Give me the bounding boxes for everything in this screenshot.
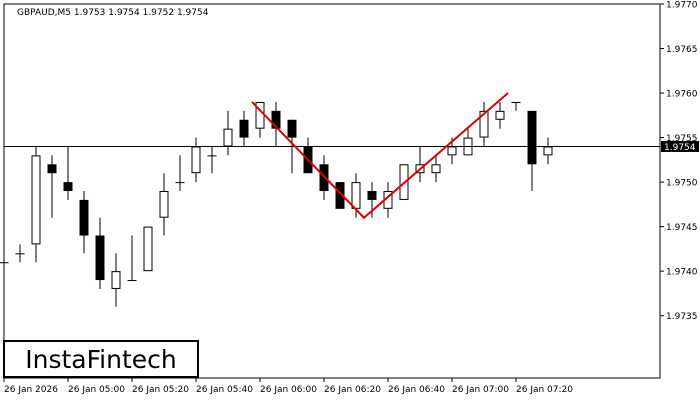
x-tick-label: 26 Jan 2026: [4, 385, 58, 395]
candle-bullish: [111, 271, 121, 289]
candle-bullish: [31, 155, 41, 245]
y-tick-label: 1.9735: [666, 312, 698, 322]
instafintech-logo: InstaFintech: [3, 340, 199, 378]
y-tick-label: 1.9740: [666, 268, 698, 278]
candle-bullish: [511, 101, 521, 103]
x-axis: 26 Jan 2026 26 Jan 05:00 26 Jan 05:20 26 Ja…: [3, 378, 573, 395]
candle-bullish: [15, 253, 25, 255]
plot-area: [3, 3, 661, 379]
candle-bullish: [479, 110, 489, 138]
chart-title: GBPAUD,M5 1.9753 1.9754 1.9752 1.9754: [17, 8, 209, 18]
candle-bullish: [447, 146, 457, 156]
double-top-pattern-line: [251, 92, 509, 220]
candle-bearish: [287, 119, 297, 138]
x-tick-label: 26 Jan 05:40: [196, 385, 253, 395]
candle-bullish: [127, 280, 137, 282]
x-tick-label: 26 Jan 06:40: [388, 385, 445, 395]
candle-bearish: [367, 191, 377, 200]
candle-bullish: [543, 146, 553, 156]
x-tick-label: 26 Jan 06:00: [260, 385, 317, 395]
candle-bullish: [495, 110, 505, 120]
y-tick-label: 1.9750: [666, 179, 698, 189]
candle-bullish: [223, 128, 233, 147]
candle-bullish: [175, 182, 185, 184]
logo-text: InstaFintech: [25, 345, 177, 374]
candle-bullish: [143, 226, 153, 272]
candle-bearish: [63, 182, 73, 192]
x-tick-label: 26 Jan 06:20: [324, 385, 381, 395]
current-price-label: 1.9754: [664, 143, 696, 153]
candle-bullish: [351, 182, 361, 209]
candle-bearish: [239, 119, 249, 138]
y-axis: 1.9770 1.9765 1.9760 1.9755 1.9750 1.9745 1.97…: [660, 1, 698, 322]
x-tick-label: 26 Jan 07:20: [516, 385, 573, 395]
candle-bearish: [527, 110, 537, 165]
candle-bearish: [95, 235, 105, 281]
x-tick-label: 26 Jan 05:00: [68, 385, 125, 395]
candle-bullish: [191, 146, 201, 174]
y-tick-label: 1.9760: [666, 90, 698, 100]
current-price-tag: [661, 140, 699, 152]
y-tick-label: 1.9770: [666, 1, 698, 11]
x-tick-label: 26 Jan 05:20: [132, 385, 189, 395]
candle-bullish: [0, 262, 9, 264]
candle-bearish: [79, 199, 89, 236]
candle-bearish: [47, 164, 57, 174]
y-tick-label: 1.9745: [666, 223, 698, 233]
y-tick-label: 1.9765: [666, 45, 698, 55]
x-tick-label: 26 Jan 07:00: [452, 385, 509, 395]
y-tick-label: 1.9755: [666, 134, 698, 144]
candle-bearish: [335, 182, 345, 209]
candle-bullish: [207, 155, 217, 157]
candle-bullish: [431, 164, 441, 174]
candle-bullish: [159, 191, 169, 218]
